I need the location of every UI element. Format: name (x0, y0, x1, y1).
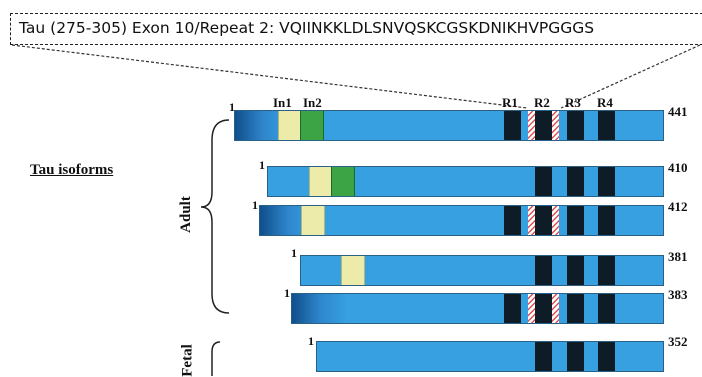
isoform-3-r3 (567, 206, 584, 235)
isoform-2-bar (267, 166, 664, 197)
group-label-adult: Adult (177, 196, 194, 233)
isoform-3-in1 (301, 206, 325, 235)
isoform-1-r1 (504, 111, 521, 140)
isoform-1-length: 441 (668, 104, 688, 119)
isoform-1-r3 (567, 111, 584, 140)
isoform-2-length: 410 (668, 160, 688, 175)
section-title: Tau isoforms (30, 162, 114, 178)
isoform-6-r3 (567, 342, 584, 371)
isoform-1-r2-hatch-left (528, 111, 535, 140)
zoom-line-left (11, 44, 528, 109)
isoform-2-r3 (567, 167, 584, 196)
isoform-5-r4 (598, 294, 615, 323)
fetal-bracket (211, 341, 221, 376)
isoform-2-r2 (535, 167, 552, 196)
adult-bracket (200, 119, 230, 314)
isoform-4-length: 381 (668, 249, 688, 264)
isoform-3-r2 (535, 206, 552, 235)
sequence-callout-box: Tau (275-305) Exon 10/Repeat 2: VQIINKKL… (10, 13, 702, 45)
isoform-3-bar (259, 205, 664, 236)
isoform-6-start: 1 (308, 334, 314, 348)
isoform-5-r2-hatch-right (552, 294, 559, 323)
isoform-6-r2 (535, 342, 552, 371)
isoform-4-r2 (535, 256, 552, 285)
isoform-1-r2-hatch-right (552, 111, 559, 140)
isoform-5-bar (291, 293, 664, 324)
isoform-3-r4 (598, 206, 615, 235)
isoform-6-r4 (598, 342, 615, 371)
isoform-1-start: 1 (229, 100, 235, 114)
zoom-lines (11, 44, 701, 109)
isoform-5-start: 1 (284, 286, 290, 300)
isoform-2-r4 (598, 167, 615, 196)
isoform-2-in2 (331, 167, 355, 196)
isoform-5-r2-hatch-left (528, 294, 535, 323)
isoform-1-bar (234, 110, 664, 141)
isoform-4-r3 (567, 256, 584, 285)
isoform-6-bar (316, 341, 664, 372)
group-label-fetal: Fetal (179, 344, 196, 377)
isoform-3-r1 (504, 206, 521, 235)
isoform-3-length: 412 (668, 199, 688, 214)
zoom-line-right (560, 44, 701, 109)
isoform-5-r2 (535, 294, 552, 323)
isoform-1-r2 (535, 111, 552, 140)
domain-label-r1: R1 (502, 95, 518, 110)
isoform-6-length: 352 (668, 334, 688, 349)
isoform-5-length: 383 (668, 287, 688, 302)
isoform-3-r2-hatch-left (528, 206, 535, 235)
domain-label-r4: R4 (597, 95, 613, 110)
domain-label-in1: In1 (273, 95, 292, 110)
domain-label-r3: R3 (565, 95, 581, 110)
isoform-4-bar (300, 255, 664, 286)
isoform-4-r4 (598, 256, 615, 285)
isoform-2-in1 (309, 167, 333, 196)
isoform-4-in1 (341, 256, 365, 285)
isoform-4-start: 1 (291, 246, 297, 260)
isoform-5-r1 (504, 294, 521, 323)
isoform-2-start: 1 (259, 158, 265, 172)
domain-label-r2: R2 (534, 95, 550, 110)
isoform-1-in2 (300, 111, 324, 140)
domain-label-in2: In2 (303, 95, 322, 110)
isoform-5-r3 (567, 294, 584, 323)
sequence-callout-text: Tau (275-305) Exon 10/Repeat 2: VQIINKKL… (19, 19, 595, 37)
isoform-1-r4 (598, 111, 615, 140)
isoform-3-start: 1 (252, 198, 258, 212)
isoform-3-r2-hatch-right (552, 206, 559, 235)
isoform-1-in1 (278, 111, 302, 140)
